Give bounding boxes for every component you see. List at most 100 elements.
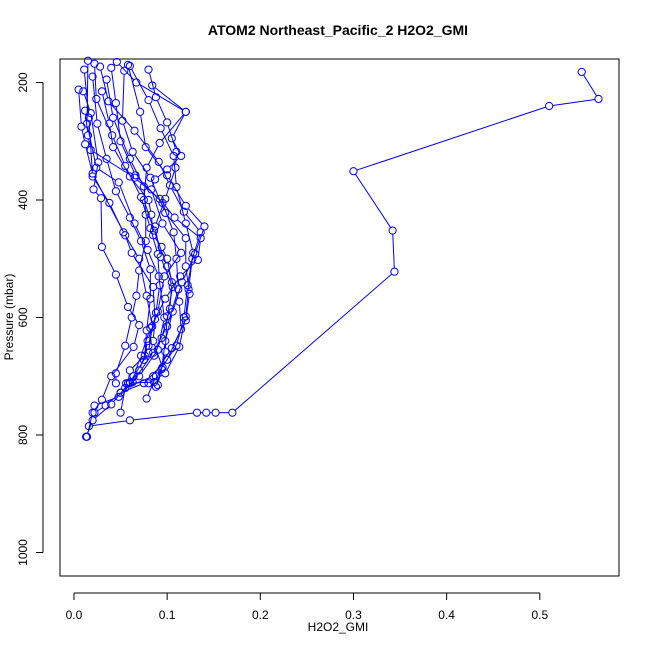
series-1	[84, 67, 603, 431]
y-tick-label: 400	[16, 190, 30, 210]
series-segment	[146, 299, 153, 323]
data-point	[176, 272, 185, 281]
series-segment	[152, 322, 156, 338]
x-tick-label: 0.5	[531, 608, 548, 622]
data-point	[169, 228, 178, 237]
data-point	[129, 342, 138, 351]
series-segment	[99, 169, 116, 181]
series-segment	[134, 358, 141, 374]
data-point	[156, 124, 165, 133]
series-segment	[134, 154, 149, 175]
data-point	[147, 185, 156, 194]
series-segment	[157, 257, 160, 282]
data-point	[177, 248, 186, 257]
data-point	[167, 278, 176, 287]
series-segment	[92, 420, 127, 427]
y-axis-label: Pressure (mbar)	[2, 274, 16, 361]
data-point	[168, 282, 177, 292]
data-point	[105, 198, 114, 208]
series-segment	[139, 83, 183, 111]
data-point	[111, 187, 121, 196]
data-point	[116, 408, 125, 417]
data-point	[144, 195, 153, 205]
data-point	[158, 219, 167, 228]
series-segment	[185, 292, 189, 313]
data-point	[185, 289, 194, 299]
data-point	[121, 161, 130, 171]
data-point	[97, 87, 107, 96]
data-point	[146, 265, 155, 274]
series-segment	[356, 106, 546, 171]
series-segment	[102, 94, 110, 121]
data-point	[155, 194, 164, 203]
series-segment	[128, 68, 140, 109]
data-point	[202, 408, 211, 417]
series-segment	[114, 120, 129, 156]
series-segment	[166, 255, 180, 274]
data-point	[144, 379, 153, 388]
series-segment	[148, 203, 152, 212]
series-segment	[155, 341, 161, 353]
data-point	[144, 65, 153, 74]
series-segment	[182, 262, 196, 275]
series-segment	[116, 277, 128, 304]
series-segment	[149, 103, 160, 126]
data-point	[172, 254, 181, 263]
chart-title: ATOM2 Northeast_Pacific_2 H2O2_GMI	[208, 22, 468, 38]
series-segment	[110, 103, 133, 129]
series-segment	[116, 348, 125, 371]
x-axis: 0.0 0.1 0.2 0.3 0.4 0.5	[66, 592, 548, 622]
data-point	[181, 312, 190, 321]
series-segment	[131, 179, 147, 198]
x-tick-label: 0.1	[159, 608, 176, 622]
series-segment	[93, 176, 124, 233]
series-segment	[355, 173, 392, 228]
series-segment	[134, 328, 139, 344]
data-point	[135, 321, 144, 330]
series-segment	[117, 194, 129, 215]
data-point	[127, 248, 136, 257]
series-segment	[163, 206, 173, 230]
series-segment	[161, 114, 184, 141]
data-point	[102, 75, 111, 84]
data-point	[135, 266, 144, 275]
series-segment	[177, 219, 199, 237]
x-tick-label: 0.4	[438, 608, 455, 622]
series-segment	[92, 80, 98, 121]
data-point	[125, 172, 134, 181]
data-point	[594, 94, 603, 104]
series-segment	[97, 407, 103, 412]
series-segment	[113, 138, 125, 163]
series-segment	[93, 151, 132, 177]
data-point	[116, 137, 125, 146]
data-point	[140, 351, 149, 360]
data-point	[192, 408, 202, 417]
data-point	[196, 234, 205, 243]
series-18	[97, 87, 176, 360]
series-segment	[152, 182, 155, 187]
data-point	[86, 145, 95, 155]
x-axis-label: H2O2_GMI	[308, 620, 369, 634]
data-point	[94, 158, 103, 167]
data-point	[146, 173, 155, 182]
series-segment	[154, 329, 166, 350]
data-point	[95, 62, 105, 71]
series-segment	[81, 129, 85, 141]
series-segment	[192, 235, 201, 256]
series-segment	[185, 214, 199, 230]
data-point	[136, 107, 145, 116]
series-segment	[114, 150, 129, 174]
series-segment	[173, 235, 177, 256]
data-point	[111, 379, 121, 388]
series-segment	[148, 72, 156, 94]
series-segment	[147, 379, 156, 396]
series-segment	[86, 423, 92, 434]
data-point	[93, 119, 102, 128]
plot-frame	[59, 58, 620, 577]
series-segment	[151, 218, 154, 232]
data-point	[102, 154, 111, 163]
series-segment	[195, 229, 204, 251]
series-segment	[122, 74, 125, 118]
data-point	[88, 169, 97, 178]
data-point	[108, 131, 117, 140]
